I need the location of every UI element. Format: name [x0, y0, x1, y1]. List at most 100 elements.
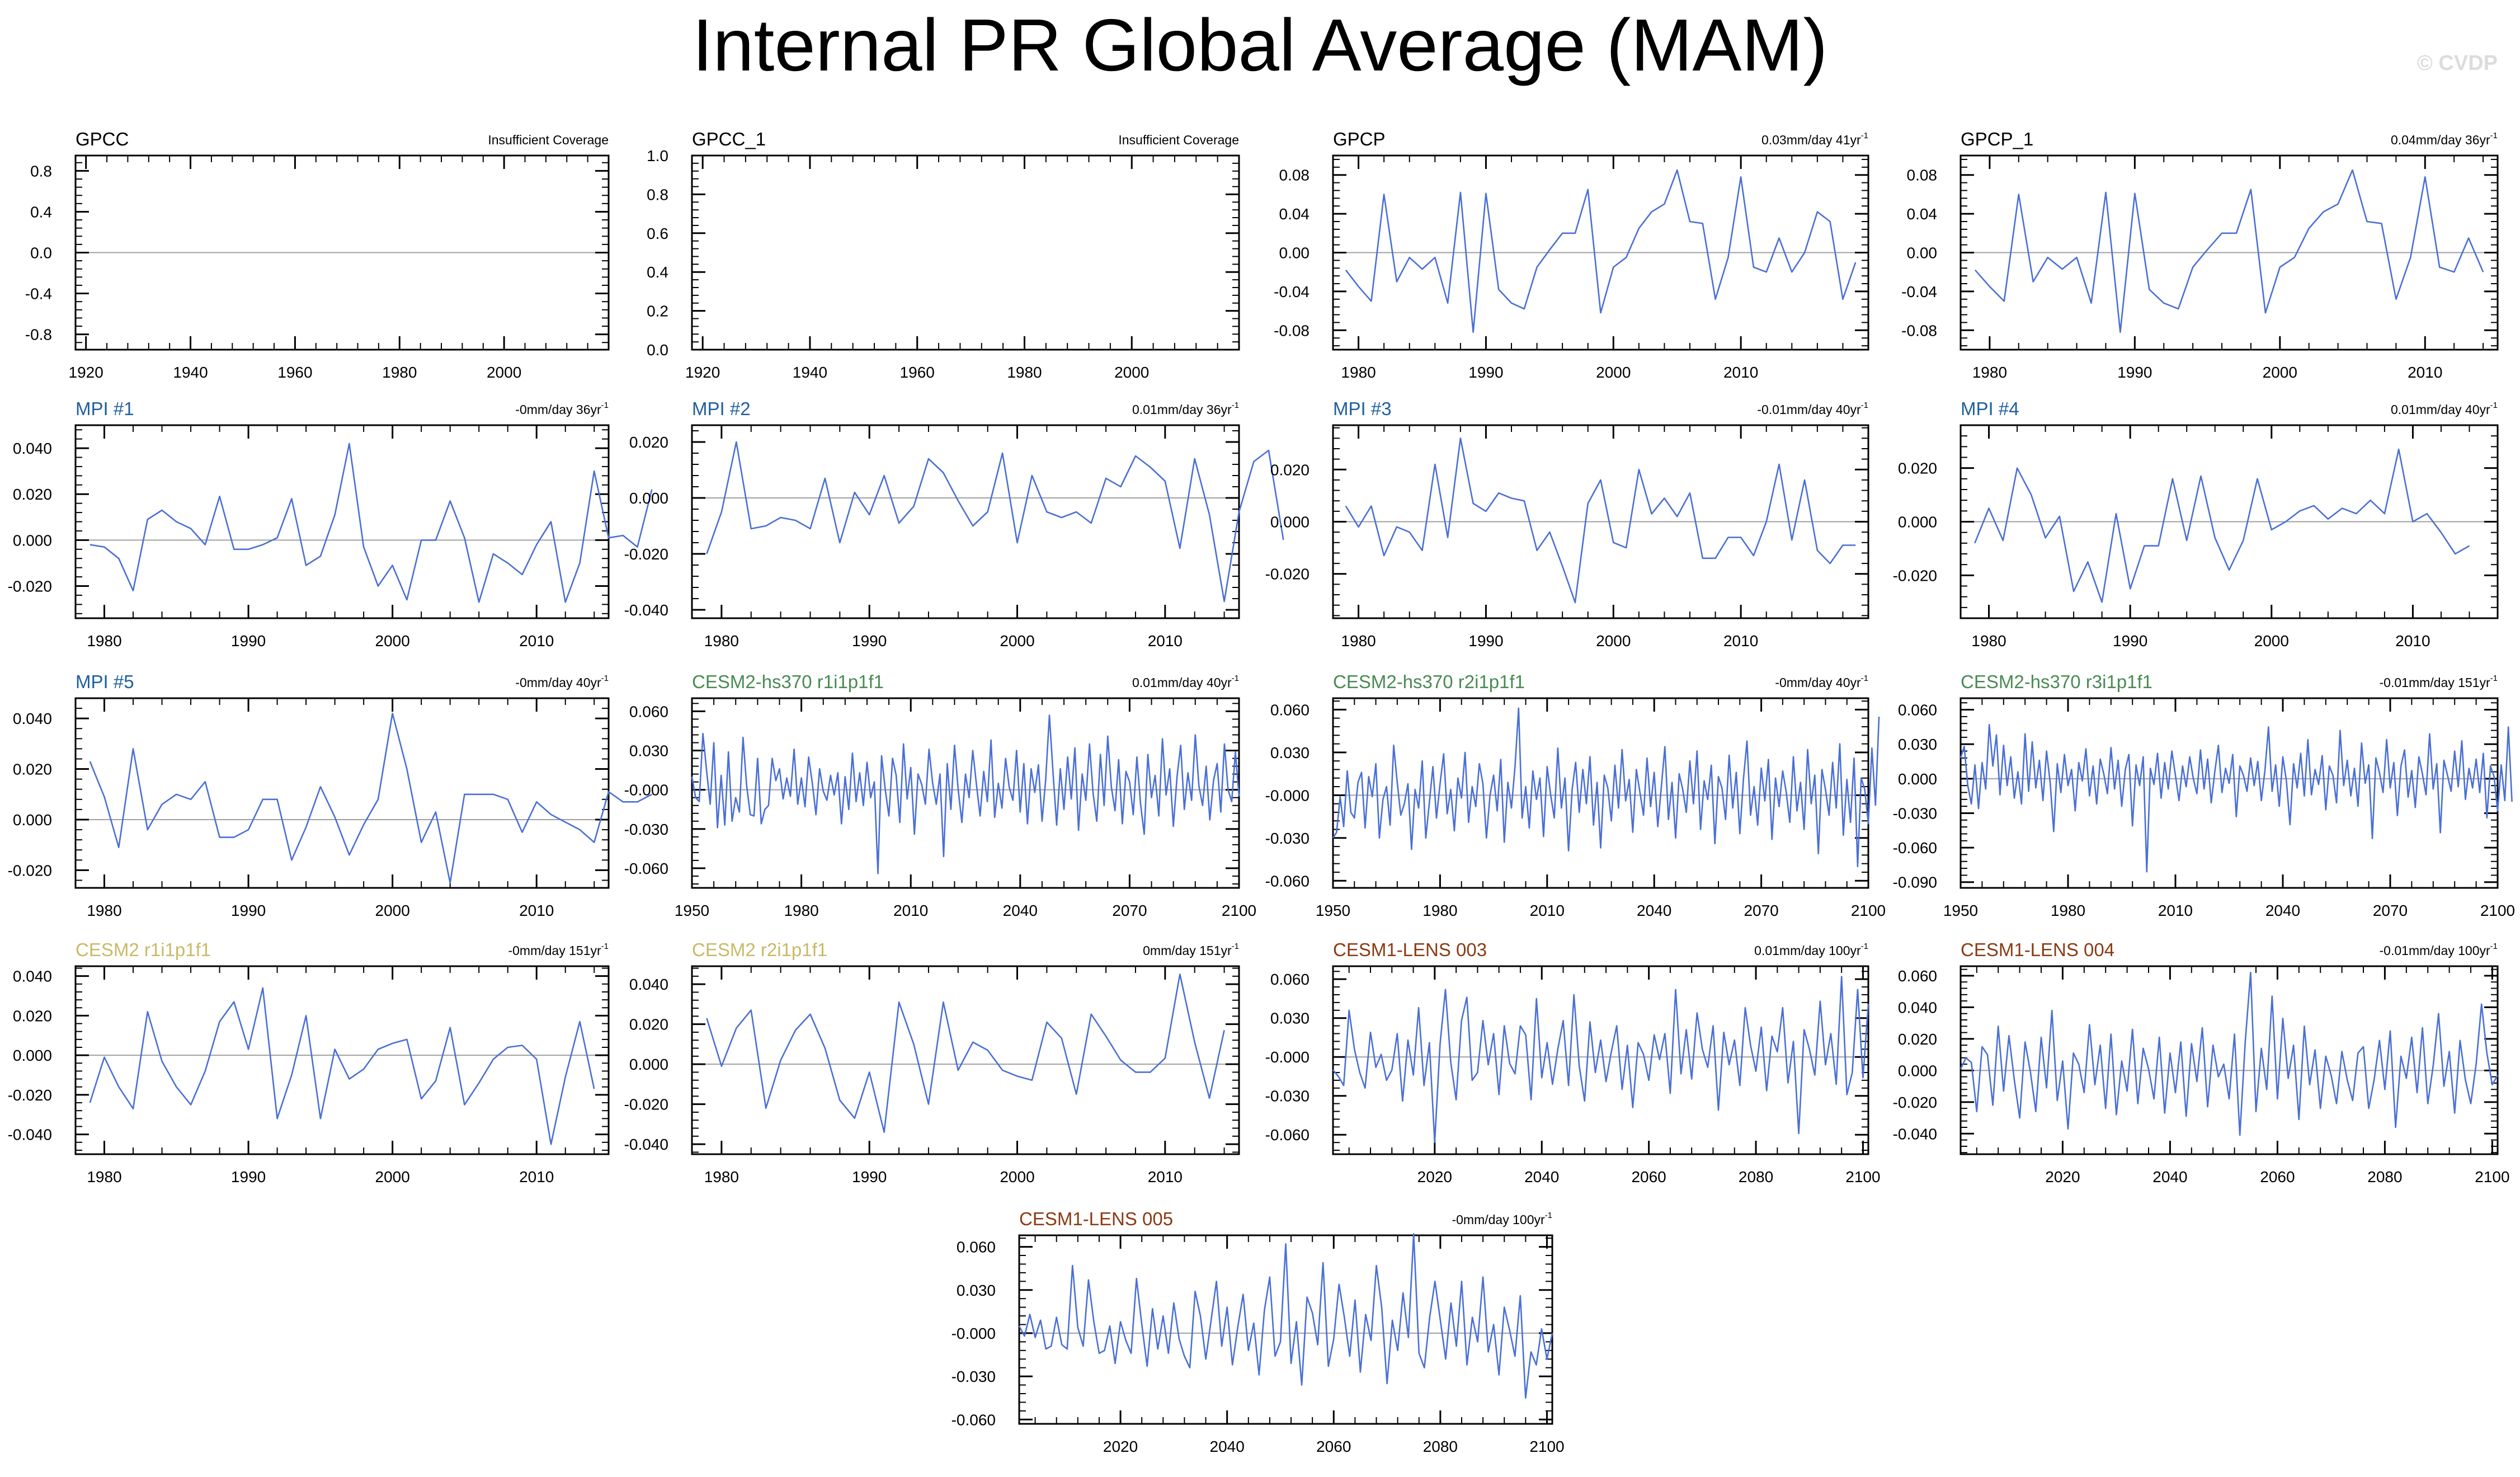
panel-annotation: -0mm/day 36yr-1: [515, 401, 609, 417]
y-tick-label: 0.060: [1898, 967, 1937, 985]
x-tick-label: 1980: [382, 364, 417, 381]
panel-annotation: -0mm/day 100yr-1: [1452, 1211, 1552, 1227]
x-tick-label: 2020: [1103, 1438, 1138, 1455]
x-tick-label: 2010: [2158, 902, 2193, 919]
y-tick-label: 0.040: [13, 710, 52, 727]
y-tick-label: 0.020: [629, 1016, 668, 1033]
y-tick-label: 0.000: [1270, 514, 1310, 531]
y-tick-label: 0.020: [13, 1007, 52, 1024]
y-tick-label: 1.0: [647, 147, 668, 164]
panel-title: CESM2 r2i1p1f1: [692, 939, 827, 960]
panel-15: 2020 2040 2060 2080 2100 -0.060 -0.030 -0.000 0.…: [1265, 939, 1881, 1186]
y-tick-label: -0.020: [624, 545, 668, 563]
y-tick-label: -0.08: [1901, 322, 1937, 339]
y-tick-label: 0.000: [13, 811, 52, 829]
y-tick-label: -0.000: [1265, 1048, 1310, 1066]
y-tick-label: 0.060: [1270, 971, 1310, 988]
y-tick-label: 0.060: [1270, 701, 1310, 718]
x-tick-label: 1950: [675, 902, 709, 919]
series-line: [1332, 976, 1869, 1144]
x-tick-label: 1940: [173, 364, 208, 381]
x-tick-label: 2070: [1744, 902, 1778, 919]
y-tick-label: -0.08: [1274, 322, 1310, 339]
x-tick-label: 1990: [231, 632, 266, 650]
panel-13: 1980 1990 2000 2010 -0.040 -0.020 0.000 0.020 0.…: [8, 939, 610, 1186]
panel-title: GPCP: [1333, 129, 1386, 149]
panel-annotation: -0.01mm/day 151yr-1: [2380, 674, 2498, 690]
panel-1: 1920 1940 1960 1980 2000 -0.8 -0.4 0.0 0.4 0.8 GPC…: [25, 129, 610, 381]
y-tick-label: 0.8: [647, 186, 668, 203]
panel-title: CESM2-hs370 r3i1p1f1: [1961, 671, 2152, 692]
y-tick-label: 0.000: [629, 1056, 668, 1073]
series-line: [1974, 448, 2470, 603]
x-tick-label: 2040: [1003, 902, 1038, 919]
panel-annotation: -0mm/day 40yr-1: [1775, 674, 1868, 690]
y-tick-label: 0.2: [647, 303, 668, 320]
x-tick-label: 2040: [2152, 1168, 2187, 1186]
y-tick-label: 0.040: [13, 968, 52, 985]
panel-frame: [1960, 965, 2499, 1155]
panel-5: 1980 1990 2000 2010 -0.020 0.000 0.020 0.040 MPI…: [8, 398, 653, 650]
x-tick-label: 2010: [1723, 364, 1758, 381]
y-tick-label: -0.020: [1265, 566, 1310, 583]
x-tick-label: 2040: [1524, 1168, 1559, 1186]
panel-title: CESM2-hs370 r1i1p1f1: [692, 671, 884, 692]
y-tick-label: 0.08: [1907, 167, 1938, 184]
x-tick-label: 1980: [2051, 902, 2085, 919]
y-tick-label: -0.040: [624, 1136, 668, 1153]
x-tick-label: 1990: [2117, 364, 2152, 381]
panel-title: GPCC: [76, 129, 129, 149]
y-tick-label: 0.060: [957, 1239, 996, 1256]
x-tick-label: 1950: [1943, 902, 1978, 919]
x-tick-label: 2100: [1222, 902, 1256, 919]
x-tick-label: 2000: [375, 632, 410, 650]
series-line: [1332, 707, 1880, 868]
x-tick-label: 2060: [2260, 1168, 2295, 1186]
x-tick-label: 2010: [1530, 902, 1565, 919]
y-tick-label: 0.00: [1279, 244, 1310, 262]
x-tick-label: 1920: [69, 364, 103, 381]
panel-frame: [74, 965, 610, 1155]
panel-annotation: -0mm/day 151yr-1: [508, 942, 609, 958]
x-tick-label: 1980: [87, 632, 121, 650]
x-tick-label: 1990: [1468, 364, 1503, 381]
series-line: [706, 441, 1284, 603]
panel-10: 1950 1980 2010 2040 2070 2100 -0.060 -0.030 -0.0…: [624, 671, 1257, 919]
y-tick-label: -0.030: [624, 821, 668, 838]
y-tick-label: -0.4: [25, 285, 52, 303]
x-tick-label: 1980: [704, 632, 739, 650]
y-tick-label: -0.030: [952, 1368, 996, 1385]
x-tick-label: 2000: [2263, 364, 2297, 381]
x-tick-label: 1960: [277, 364, 312, 381]
panel-6: 1980 1990 2000 2010 -0.040 -0.020 0.000 0.020 MP…: [624, 398, 1284, 650]
x-tick-label: 1980: [1341, 632, 1376, 650]
panel-14: 1980 1990 2000 2010 -0.040 -0.020 0.000 0.020 0.…: [624, 939, 1240, 1186]
panel-title: GPCC_1: [692, 129, 766, 149]
y-tick-label: -0.020: [1893, 1094, 1937, 1111]
x-tick-label: 1990: [1468, 632, 1503, 650]
y-tick-label: 0.020: [13, 761, 52, 778]
panel-frame: [74, 424, 610, 619]
panel-title: CESM2-hs370 r2i1p1f1: [1333, 671, 1525, 692]
y-tick-label: 0.060: [629, 703, 668, 720]
y-tick-label: -0.060: [1265, 1126, 1310, 1144]
x-tick-label: 2000: [2254, 632, 2289, 650]
panel-annotation: -0.01mm/day 40yr-1: [1757, 401, 1868, 417]
x-tick-label: 2040: [2265, 902, 2300, 919]
y-tick-label: -0.04: [1274, 283, 1310, 300]
series-line: [1345, 437, 1856, 604]
panel-title: CESM1-LENS 005: [1019, 1208, 1173, 1229]
panel-annotation: 0.01mm/day 40yr-1: [2391, 401, 2498, 417]
cvdp-watermark: © CVDP: [2417, 51, 2498, 75]
x-tick-label: 2010: [1723, 632, 1758, 650]
x-tick-label: 1980: [1971, 632, 2006, 650]
y-tick-label: 0.030: [1270, 1010, 1310, 1027]
y-tick-label: 0.020: [13, 486, 52, 503]
x-tick-label: 2000: [487, 364, 521, 381]
y-tick-label: 0.000: [1898, 770, 1937, 788]
x-tick-label: 2100: [1845, 1168, 1880, 1186]
panel-frame: [691, 154, 1240, 351]
y-tick-label: 0.020: [629, 434, 668, 451]
y-tick-label: 0.020: [1270, 461, 1310, 478]
panel-2: 1920 1940 1960 1980 2000 0.0 0.2 0.4 0.6 0.8 1.0 GP…: [647, 129, 1240, 381]
